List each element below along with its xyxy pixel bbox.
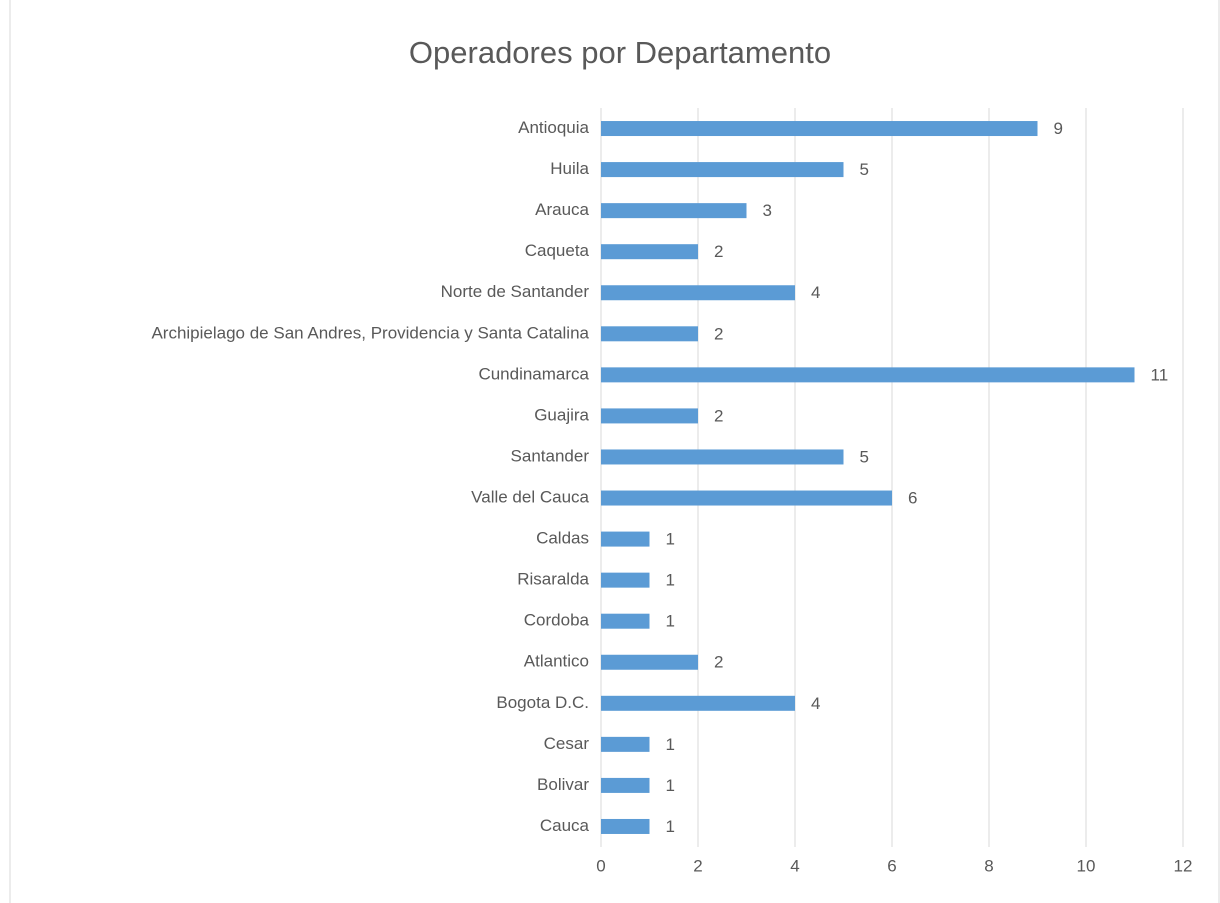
x-tick-label: 6 [887,856,896,875]
y-tick-label: Guajira [534,405,589,424]
data-label: 2 [714,242,723,261]
bar [601,490,892,506]
bar [601,244,698,260]
x-tick-label: 2 [693,856,702,875]
data-label: 1 [666,817,675,836]
chart-title: Operadores por Departamento [409,35,831,70]
bar [601,408,698,424]
data-label: 9 [1054,119,1063,138]
y-tick-label: Cauca [540,816,590,835]
data-label: 1 [666,530,675,549]
x-tick-label: 4 [790,856,799,875]
y-tick-label: Norte de Santander [441,282,590,301]
data-label: 3 [763,201,772,220]
bar [601,326,698,342]
y-tick-label: Bogota D.C. [496,693,589,712]
y-tick-label: Bolivar [537,775,589,794]
x-tick-label: 8 [984,856,993,875]
y-tick-label: Archipielago de San Andres, Providencia … [151,323,589,342]
data-label: 1 [666,612,675,631]
bar [601,777,650,793]
bar [601,203,747,219]
x-tick-label: 0 [596,856,605,875]
bar [601,449,844,465]
data-label: 11 [1151,365,1169,384]
y-tick-label: Caqueta [525,241,590,260]
data-label: 2 [714,653,723,672]
y-tick-label: Huila [550,159,589,178]
y-tick-label: Risaralda [517,570,589,589]
y-tick-label: Arauca [535,200,589,219]
y-tick-label: Valle del Cauca [471,488,589,507]
bar [601,531,650,547]
data-label: 4 [811,283,820,302]
y-tick-label: Cordoba [524,611,590,630]
y-tick-label: Cundinamarca [478,364,589,383]
data-label: 1 [666,571,675,590]
bar [601,736,650,752]
x-tick-label: 10 [1077,856,1096,875]
data-label: 6 [908,489,917,508]
y-tick-label: Santander [511,446,590,465]
bar [601,695,795,711]
data-label: 2 [714,324,723,343]
data-label: 1 [666,735,675,754]
y-tick-label: Antioquia [518,118,589,137]
bar [601,818,650,834]
data-label: 2 [714,406,723,425]
y-tick-label: Caldas [536,529,589,548]
bar [601,572,650,588]
data-label: 5 [860,447,869,466]
bar [601,285,795,301]
y-tick-label: Atlantico [524,652,589,671]
data-label: 1 [666,776,675,795]
bar [601,654,698,670]
bar [601,367,1135,383]
data-label: 4 [811,694,820,713]
x-tick-label: 12 [1174,856,1193,875]
bar [601,162,844,178]
y-tick-label: Cesar [544,734,590,753]
bar [601,613,650,629]
bar [601,121,1038,137]
data-label: 5 [860,160,869,179]
